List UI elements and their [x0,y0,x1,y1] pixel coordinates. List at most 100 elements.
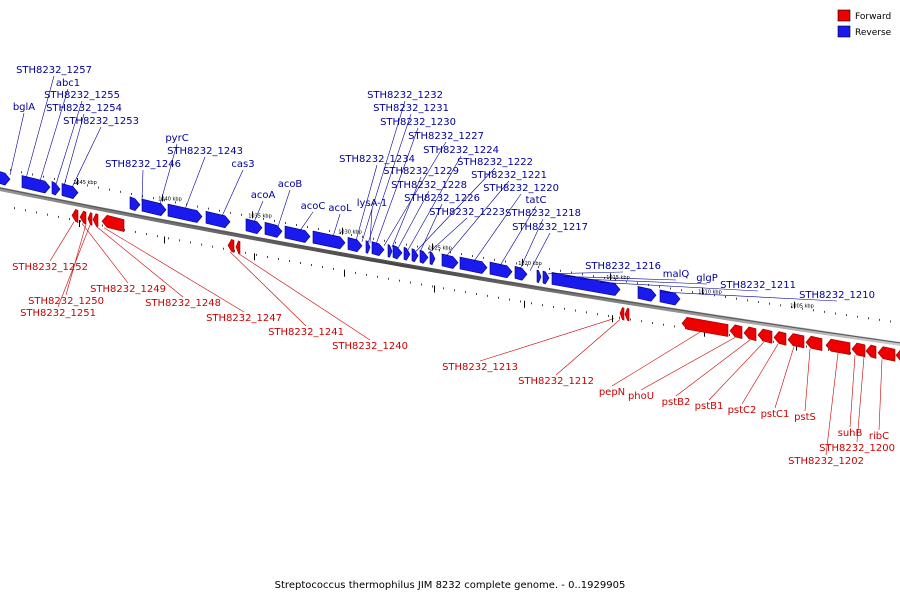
scale-label: 1045 kbp [73,180,97,186]
scale-label: 1030 kbp [338,230,362,236]
legend-label-forward: Forward [855,12,891,22]
forward-gene-arrow [743,326,757,342]
scale-label: 1005 kbp [790,304,814,310]
gene-label-sth8232-1216: STH8232_1216 [585,261,661,272]
reverse-gene-arrow [542,270,550,285]
gene-label-sth8232-1210: STH8232_1210 [799,290,875,301]
reverse-gene-arrow [637,286,657,302]
forward-gene-arrow [729,324,743,339]
scale-label: 1010 kbp [698,290,722,296]
gene-label-sth8232-1255: STH8232_1255 [44,90,120,101]
gene-label-sth8232-1223: STH8232_1223 [429,207,505,218]
gene-label-sth8232-1230: STH8232_1230 [380,117,456,128]
gene-label-glgp: glgP [696,273,718,284]
forward-gene-arrow [227,239,235,253]
gene-label-sth8232-1247: STH8232_1247 [206,313,282,324]
gene-label-sth8232-1218: STH8232_1218 [505,208,581,219]
reverse-gene-arrow [61,183,79,199]
gene-label-sth8232-1246: STH8232_1246 [105,159,181,170]
gene-label-sth8232-1228: STH8232_1228 [391,180,467,191]
gene-label-phou: phoU [628,391,654,402]
gene-label-acoa: acoA [251,190,276,201]
gene-label-sth8232-1253: STH8232_1253 [63,116,139,127]
reverse-gene-arrow [411,248,419,263]
gene-label-bgla: bglA [13,102,35,113]
forward-gene-arrow [79,210,87,225]
gene-label-sth8232-1240: STH8232_1240 [332,341,408,352]
gene-label-cas3: cas3 [231,159,254,170]
gene-label-pstc2: pstC2 [728,405,757,416]
reverse-gene-arrow [551,272,621,296]
scale-label: 1025 kbp [428,246,452,252]
label-leader-lines [9,75,883,456]
reverse-gene-arrow [312,230,346,250]
reverse-gene-arrow [365,240,371,254]
gene-label-acoc: acoC [301,201,326,212]
forward-gene-arrow [235,240,241,255]
forward-gene-arrow [619,307,625,321]
reverse-gene-arrow [245,218,263,235]
reverse-gene-arrow [264,221,283,238]
gene-label-malq: malQ [663,269,690,280]
gene-label-acob: acoB [278,179,303,190]
gene-label-sth8232-1241: STH8232_1241 [268,327,344,338]
gene-label-sth8232-1234: STH8232_1234 [339,154,415,165]
reverse-gene-arrow [489,261,513,279]
forward-gene-arrow [805,335,823,351]
reverse-gene-arrow [284,225,311,243]
scale-label: 1040 kbp [158,196,182,202]
reverse-gene-arrow [141,198,167,217]
gene-label-sth8232-1224: STH8232_1224 [423,145,499,156]
reverse-gene-arrow [347,237,363,253]
gene-label-pepn: pepN [599,387,625,398]
scale-label: 1020 kbp [518,261,542,267]
gene-label-sth8232-1217: STH8232_1217 [512,222,588,233]
gene-label-sth8232-1249: STH8232_1249 [90,284,166,295]
gene-label-sth8232-1229: STH8232_1229 [383,166,459,177]
gene-label-sth8232-1250: STH8232_1250 [28,296,104,307]
reverse-gene-arrow [441,253,459,269]
reverse-gene-arrow [167,203,203,223]
gene-label-sth8232-1254: STH8232_1254 [46,103,122,114]
forward-gene-arrow [757,328,773,344]
reverse-gene-arrow [387,244,393,258]
gene-label-sth8232-1212: STH8232_1212 [518,376,594,387]
gene-label-lysa-1: lysA-1 [357,198,388,209]
reverse-gene-arrow [459,256,488,274]
forward-gene-arrow [624,307,630,322]
forward-gene-arrow [101,214,125,232]
forward-gene-arrow [825,338,851,356]
forward-gene-arrow [92,213,99,227]
reverse-gene-arrow [371,241,385,257]
reverse-gene-arrow [0,171,11,186]
forward-gene-arrow [787,333,805,349]
reverse-gene-arrow [129,196,141,212]
gene-label-pstb2: pstB2 [662,397,691,408]
gene-features [0,171,900,362]
gene-label-pyrc: pyrC [165,133,188,144]
reverse-gene-arrow [429,251,436,266]
reverse-gene-arrow [536,269,542,283]
figure-caption: Streptococcus thermophilus JIM 8232 comp… [275,580,626,591]
genome-backbone [0,187,900,346]
forward-gene-arrow [87,212,93,226]
gene-label-sth8232-1211: STH8232_1211 [720,280,796,291]
gene-label-tatc: tatC [526,195,547,206]
reverse-gene-arrow [205,210,231,229]
gene-label-sth8232-1252: STH8232_1252 [12,262,88,273]
forward-gene-arrow [681,316,729,337]
forward-gene-arrow [895,350,900,361]
forward-gene-arrow [71,209,79,224]
gene-label-sth8232-1231: STH8232_1231 [373,103,449,114]
reverse-gene-arrow [419,249,429,264]
forward-gene-arrow [851,342,866,358]
legend-swatch-reverse [837,25,851,38]
gene-label-sth8232-1213: STH8232_1213 [442,362,518,373]
gene-label-abc1: abc1 [56,78,80,89]
scale-label: 1035 kbp [248,213,272,219]
gene-label-sth8232-1221: STH8232_1221 [471,170,547,181]
reverse-gene-arrow [392,244,403,260]
